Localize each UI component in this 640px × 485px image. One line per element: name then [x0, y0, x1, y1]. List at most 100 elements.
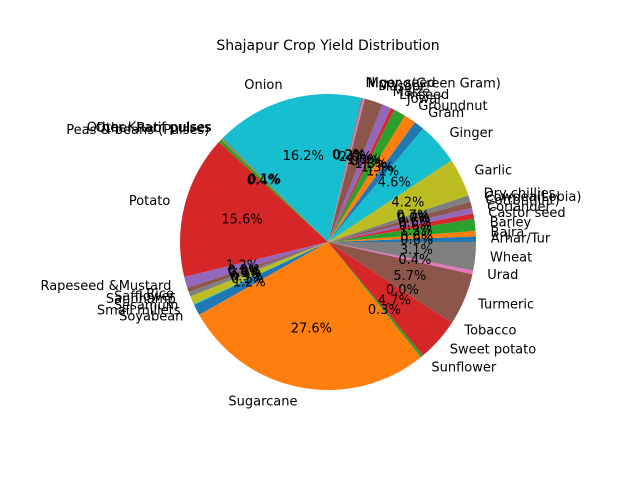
pct-jowar: 1.3% [355, 157, 388, 172]
label-gram: Gram [428, 106, 464, 121]
label-potato: Potato [129, 194, 170, 209]
slice-ginger [328, 128, 452, 242]
slice-wheat [328, 242, 476, 271]
pct-sweet-potato: 4.7% [378, 293, 411, 308]
pct-sannhamp: 0.5% [228, 266, 261, 281]
label-urad: Urad [487, 268, 518, 283]
pct-onion: 16.2% [283, 149, 324, 164]
slice-niger-seed [328, 97, 363, 243]
label-peas-beans-pulses: Peas & beans (Pulses) [66, 123, 209, 138]
label-rapeseed-mustard: Rapeseed &Mustard [40, 279, 171, 294]
pct-sugarcane: 27.6% [291, 322, 332, 337]
label-barley: Barley [490, 216, 532, 231]
pct-potato: 15.6% [221, 212, 262, 227]
slice-other-rabi-pulses [221, 138, 328, 242]
slice-sugarcane [199, 242, 421, 390]
pct-other-rabi-pulses: 0.1% [248, 173, 281, 188]
label-wheat: Wheat [490, 250, 532, 265]
pct-linseed: 0.4% [350, 155, 383, 170]
slice-peas-beans-pulses [218, 139, 328, 242]
slice-sweet-potato [328, 242, 452, 356]
slice-jowar [328, 109, 405, 243]
pct-cowpea-lobia: 0.0% [397, 210, 430, 225]
pct-barley: 1.3% [400, 224, 433, 239]
percent-labels: 0.6%0.6%1.3%0.6%0.6%0.7%0.0%0.7%4.2%4.6%… [221, 148, 433, 337]
label-arhar-tur: Arhar/Tur [491, 231, 551, 246]
slice-onion [222, 94, 362, 243]
label-castor-seed: Castor seed [488, 206, 565, 221]
pct-urad: 0.4% [398, 253, 431, 268]
pct-safflower: 0.0% [228, 265, 261, 280]
label-garlic: Garlic [474, 163, 512, 178]
label-small-millets: Small millets [97, 303, 181, 318]
slice-masoor [328, 98, 383, 243]
slice-potato [180, 142, 328, 277]
slice-small-millets [193, 242, 328, 306]
label-other-rabi-pulses: Other Rabi pulses [96, 121, 212, 136]
label-linseed: Linseed [399, 88, 449, 103]
label-moong-green-gram: Moong(Green Gram) [368, 77, 501, 92]
slice-groundnut [328, 115, 415, 242]
label-tobacco: Tobacco [463, 323, 516, 338]
label-masoor: Masoor [378, 80, 426, 95]
pct-masoor: 2.0% [339, 150, 372, 165]
label-sannhamp: Sannhamp [106, 292, 176, 307]
pct-gram: 1.1% [366, 165, 399, 180]
label-maize: Maize [393, 85, 431, 100]
pct-garlic: 4.2% [391, 196, 424, 211]
label-onion: Onion [244, 78, 282, 93]
pct-moong-green-gram: 0.2% [333, 148, 366, 163]
pct-peas-beans-pulses: 0.4% [247, 174, 280, 189]
slice-barley [328, 218, 476, 242]
slice-maize [328, 104, 392, 242]
pct-sunflower: 0.3% [368, 303, 401, 318]
pct-castor-seed: 0.6% [399, 219, 432, 234]
pct-bajra: 0.6% [400, 229, 433, 244]
pct-soyabean: 1.2% [233, 275, 266, 290]
pct-groundnut: 1.3% [361, 161, 394, 176]
slice-moong-green-gram [328, 98, 365, 242]
slice-soyabean [194, 242, 328, 315]
slice-rapeseed-mustard [184, 242, 328, 288]
pct-maize: 1.0% [347, 153, 380, 168]
label-jowar: Jowar [406, 92, 443, 107]
pct-cotton-lint: 0.7% [397, 212, 430, 227]
label-turmeric: Turmeric [477, 298, 534, 313]
slice-sannhamp [188, 242, 328, 297]
pct-tobacco: 0.0% [386, 283, 419, 298]
pct-rice: 0.5% [227, 263, 260, 278]
pct-wheat: 3.1% [400, 243, 433, 258]
pct-turmeric: 5.7% [393, 269, 426, 284]
slice-cotton-lint [328, 201, 473, 242]
pct-rapeseed-mustard: 1.2% [226, 259, 259, 274]
label-rice: Rice [146, 287, 174, 302]
slice-coriander [328, 207, 474, 242]
label-other-kharif-pulses: Other Kharif pulses [87, 120, 212, 135]
slice-arhar-tur [328, 236, 476, 242]
pct-arhar-tur: 0.6% [400, 233, 433, 248]
label-safflower: Safflower [114, 290, 175, 305]
label-bajra: Bajra [491, 225, 525, 240]
slice-bajra [328, 230, 476, 242]
label-cotton-lint: Cotton(lint) [486, 194, 560, 209]
slice-sunflower [328, 242, 424, 358]
label-groundnut: Groundnut [418, 99, 487, 114]
slice-linseed [328, 108, 395, 242]
label-sweet-potato: Sweet potato [450, 343, 536, 358]
slice-dry-chillies [328, 195, 471, 242]
pct-ginger: 4.6% [378, 175, 411, 190]
pie-slices [180, 94, 476, 390]
slice-garlic [328, 160, 469, 242]
label-soyabean: Soyabean [119, 309, 183, 324]
label-niger-seed: Niger seed [366, 76, 436, 91]
slice-rice [187, 242, 328, 293]
pct-dry-chillies: 0.7% [396, 208, 429, 223]
chart-title: Shajapur Crop Yield Distribution [216, 38, 439, 54]
label-sunflower: Sunflower [431, 360, 497, 375]
pct-niger-seed: 0.2% [332, 148, 365, 163]
label-coriander: Coriander [487, 200, 551, 215]
label-dry-chillies: Dry chillies [484, 187, 556, 202]
